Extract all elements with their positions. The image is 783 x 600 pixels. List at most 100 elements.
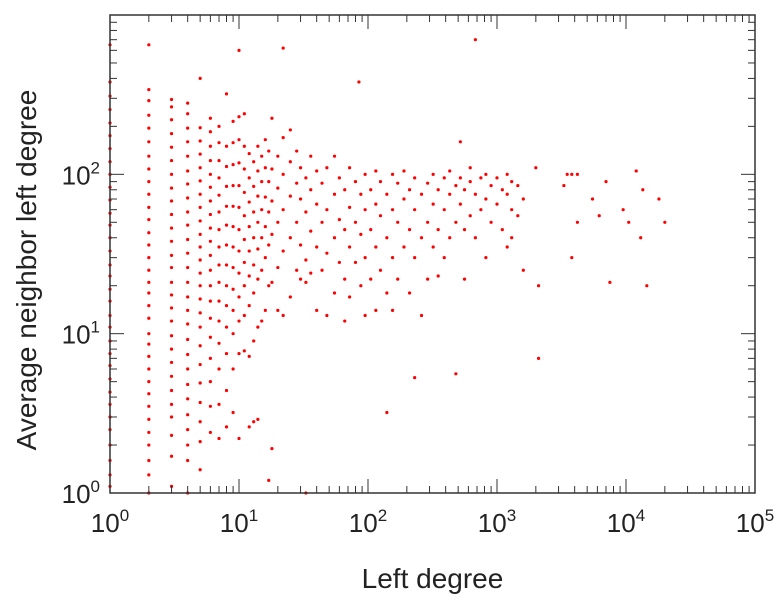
data-point (224, 304, 229, 308)
data-point (256, 169, 260, 173)
data-point (208, 144, 212, 148)
data-point (208, 380, 212, 384)
data-point (263, 166, 267, 170)
data-point (407, 188, 412, 192)
data-point (186, 337, 190, 342)
data-point (276, 265, 280, 270)
data-point (147, 88, 151, 92)
data-point (315, 169, 319, 173)
data-point (247, 354, 251, 358)
data-point (169, 265, 174, 270)
data-point (224, 92, 229, 96)
data-point (407, 291, 412, 295)
data-point (147, 367, 151, 371)
data-point (169, 388, 174, 393)
data-point (426, 181, 430, 185)
data-point (186, 280, 190, 284)
data-point (298, 243, 303, 247)
data-point (315, 245, 319, 249)
data-point (147, 473, 151, 477)
data-point (147, 126, 151, 130)
data-point (267, 149, 271, 153)
data-point (363, 256, 367, 260)
data-point (260, 154, 264, 158)
data-point (237, 183, 241, 188)
data-point (608, 280, 612, 284)
data-point (147, 342, 151, 346)
data-point (436, 227, 440, 232)
data-point (536, 284, 541, 288)
y-axis-label: Average neighbor left degree (11, 90, 42, 451)
data-point (247, 176, 251, 180)
data-point (208, 185, 212, 189)
data-point (484, 172, 488, 176)
data-point (645, 284, 649, 288)
data-point (309, 229, 313, 233)
data-point (224, 184, 229, 188)
data-point (242, 260, 246, 265)
data-point (462, 227, 467, 232)
data-point (186, 154, 190, 158)
x-tick-label: 100 (91, 506, 129, 538)
data-point (217, 299, 221, 303)
data-point (390, 256, 395, 260)
data-point (267, 210, 271, 214)
data-point (198, 297, 202, 301)
data-point (208, 116, 212, 120)
data-point (359, 232, 363, 236)
data-point (260, 319, 264, 323)
data-point (186, 443, 190, 447)
data-point (468, 166, 472, 170)
data-point (198, 219, 202, 223)
data-point (198, 440, 202, 444)
data-point (374, 308, 378, 312)
data-point (231, 163, 235, 167)
data-point (252, 210, 256, 214)
data-point (169, 97, 174, 102)
data-point (247, 274, 251, 278)
data-point (224, 263, 229, 267)
data-point (237, 138, 241, 142)
data-point (337, 176, 341, 180)
data-point (242, 112, 246, 116)
data-point (270, 280, 274, 284)
data-point (505, 172, 509, 176)
data-point (288, 160, 292, 164)
data-point (186, 223, 190, 227)
data-point (217, 319, 221, 323)
data-point (295, 149, 299, 153)
data-point (147, 243, 151, 247)
data-point (198, 311, 202, 315)
data-point (208, 212, 212, 217)
x-tick-label: 103 (478, 506, 516, 538)
data-point (186, 427, 190, 432)
data-point (208, 239, 212, 243)
data-point (217, 210, 221, 214)
data-point (186, 322, 190, 326)
data-point (309, 271, 313, 275)
data-point (510, 208, 514, 212)
data-point (169, 145, 174, 149)
data-point (147, 192, 151, 196)
data-point (256, 144, 260, 148)
data-point (263, 138, 267, 142)
data-point (263, 195, 267, 199)
data-point (147, 404, 151, 408)
data-point (270, 116, 274, 120)
data-point (242, 349, 246, 353)
data-point (198, 179, 202, 183)
data-point (396, 220, 400, 224)
data-point (231, 204, 235, 208)
data-point (186, 397, 190, 401)
data-point (325, 166, 329, 170)
data-point (231, 141, 235, 145)
data-point (505, 192, 509, 196)
data-point (270, 167, 274, 171)
data-point (147, 458, 151, 463)
data-point (252, 184, 256, 188)
data-point (468, 180, 472, 184)
data-point (198, 232, 202, 236)
data-point (431, 245, 435, 249)
data-point (169, 347, 174, 351)
data-point (357, 80, 361, 84)
